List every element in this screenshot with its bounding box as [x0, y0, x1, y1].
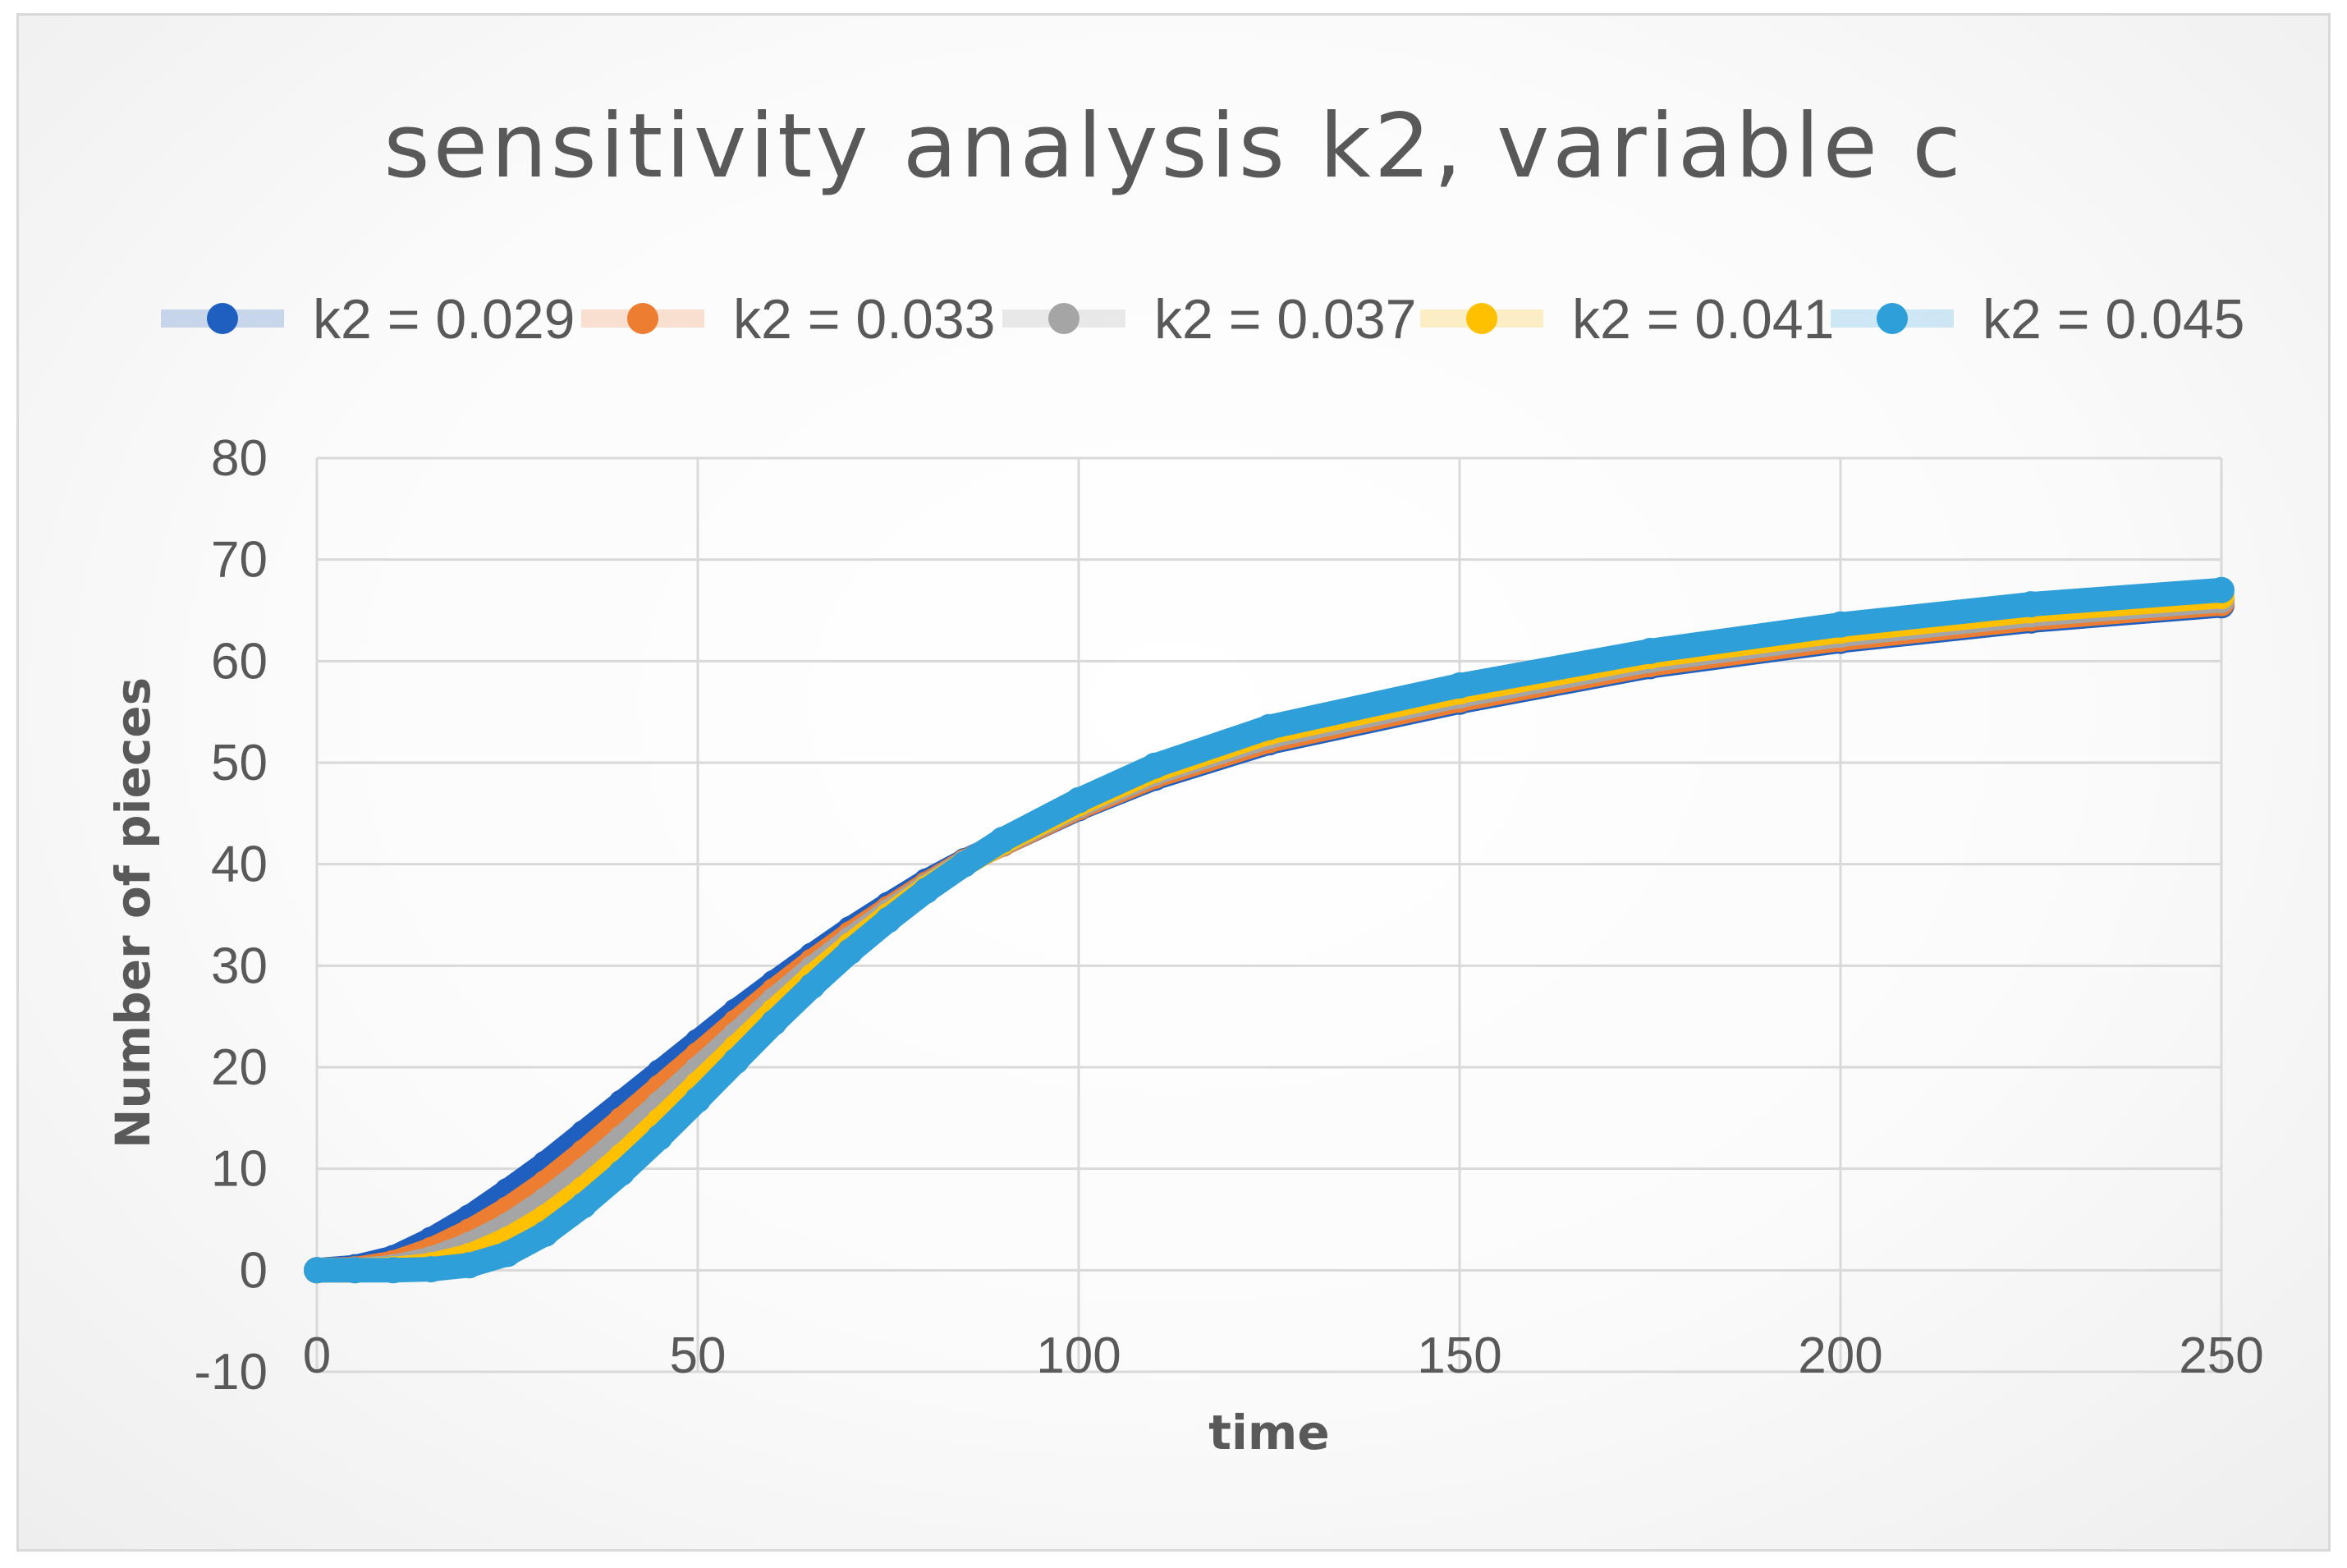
data-point — [799, 973, 826, 1000]
series-layer — [304, 576, 2235, 1284]
legend-label: k2 = 0.029 — [313, 288, 575, 351]
legend-marker — [1048, 303, 1080, 334]
chart-title: sensitivity analysis k2, variable c — [383, 95, 1964, 198]
y-axis-ticks: -10 0 10 20 30 40 50 60 70 80 — [194, 430, 268, 1401]
data-point — [1256, 713, 1282, 740]
data-point — [913, 877, 940, 904]
data-point — [1827, 611, 1854, 638]
legend-marker — [627, 303, 658, 334]
data-point — [2208, 576, 2235, 603]
legend-item: k2 = 0.045 — [1831, 288, 2244, 351]
legend-item: k2 = 0.033 — [581, 288, 995, 351]
y-tick-label: -10 — [194, 1344, 268, 1401]
data-point — [685, 1086, 711, 1113]
legend-marker — [1466, 303, 1497, 334]
grid — [315, 456, 2223, 1373]
legend-item: k2 = 0.037 — [1002, 288, 1416, 351]
series-5 — [304, 576, 2235, 1284]
legend-label: k2 = 0.033 — [733, 288, 995, 351]
legend: k2 = 0.029 k2 = 0.033 k2 = 0.037 k2 = 0.041… — [161, 288, 2244, 351]
y-tick-label: 50 — [211, 735, 268, 791]
y-tick-label: 30 — [211, 938, 268, 994]
x-axis-title: time — [1208, 1405, 1329, 1460]
x-tick-label: 200 — [1798, 1327, 1882, 1384]
data-point — [456, 1252, 483, 1279]
data-point — [304, 1257, 330, 1284]
x-tick-label: 0 — [303, 1327, 331, 1384]
data-point — [608, 1159, 635, 1186]
data-point — [837, 938, 864, 965]
legend-label: k2 = 0.037 — [1154, 288, 1416, 351]
y-tick-label: 0 — [240, 1242, 268, 1299]
data-point — [875, 906, 901, 933]
x-tick-label: 100 — [1036, 1327, 1121, 1384]
data-point — [1141, 752, 1168, 779]
data-point — [570, 1192, 597, 1219]
y-tick-label: 40 — [211, 837, 268, 893]
x-axis-ticks: 0 50 100 150 200 250 — [303, 1327, 2264, 1384]
legend-label: k2 = 0.041 — [1572, 288, 1834, 351]
legend-item: k2 = 0.029 — [161, 288, 575, 351]
data-point — [989, 827, 1016, 853]
x-tick-label: 250 — [2179, 1327, 2263, 1384]
data-point — [722, 1048, 749, 1075]
legend-item: k2 = 0.041 — [1420, 288, 1834, 351]
legend-marker — [1877, 303, 1908, 334]
data-point — [1066, 786, 1092, 814]
y-tick-label: 70 — [211, 532, 268, 589]
y-tick-label: 20 — [211, 1039, 268, 1096]
data-point — [342, 1257, 369, 1284]
legend-marker — [207, 303, 238, 334]
data-point — [532, 1220, 559, 1247]
data-point — [1637, 638, 1663, 664]
x-tick-label: 50 — [670, 1327, 727, 1384]
data-point — [951, 850, 978, 878]
data-point — [760, 1009, 787, 1036]
y-tick-label: 10 — [211, 1141, 268, 1198]
data-point — [646, 1124, 673, 1151]
y-axis-title: Number of pieces — [105, 677, 161, 1148]
series-4 — [304, 583, 2235, 1284]
data-point — [494, 1240, 520, 1268]
x-tick-label: 150 — [1417, 1327, 1501, 1384]
legend-label: k2 = 0.045 — [1983, 288, 2244, 351]
data-point — [379, 1257, 406, 1284]
data-point — [2018, 591, 2044, 618]
data-point — [418, 1256, 445, 1283]
data-point — [1446, 672, 1473, 699]
y-tick-label: 80 — [211, 430, 268, 487]
y-tick-label: 60 — [211, 633, 268, 690]
